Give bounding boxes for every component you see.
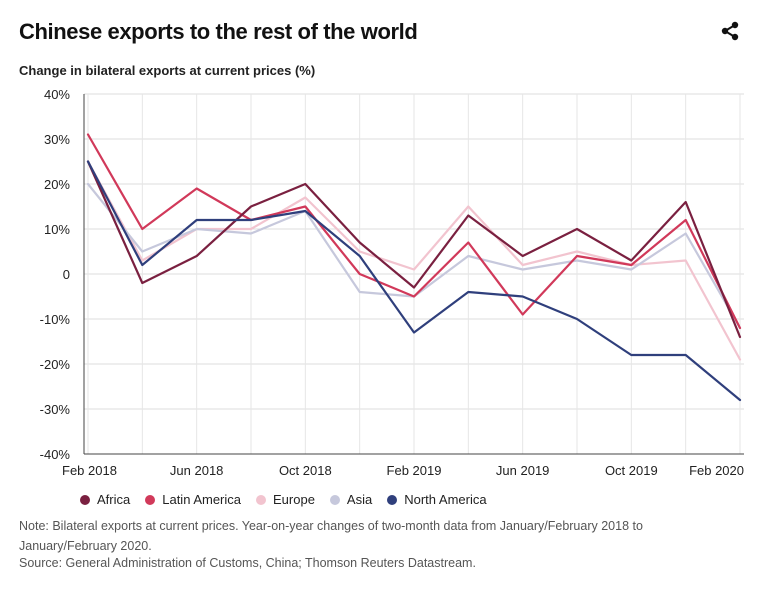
share-icon-graphic: [721, 21, 739, 41]
y-tick-label: -30%: [40, 402, 71, 417]
x-tick-label: Feb 2018: [62, 463, 117, 478]
legend-item-asia: Asia: [329, 492, 373, 507]
legend-item-latin-america: Latin America: [145, 492, 241, 507]
series-line-latin-america: [86, 133, 742, 330]
series-line-africa: [86, 160, 742, 339]
y-tick-label: 0: [63, 267, 70, 282]
x-tick-label: Jun 2018: [170, 463, 224, 478]
x-tick-label: Feb 2019: [387, 463, 442, 478]
legend-label-latin-america: Latin America: [162, 492, 241, 507]
legend-swatch-asia: [329, 494, 340, 505]
chart-source: Source: General Administration of Custom…: [19, 556, 476, 570]
legend-swatch-europe: [256, 494, 266, 505]
x-tick-label: Jun 2019: [496, 463, 550, 478]
series-line-north-america: [86, 160, 742, 402]
share-icon[interactable]: [718, 20, 742, 42]
chart-legend: Africa Latin America Europe Asia North Ameri…: [80, 492, 502, 507]
chart-note: Note: Bilateral exports at current price…: [19, 519, 643, 553]
legend-item-north-america: North America: [387, 492, 487, 507]
legend-label-north-america: North America: [404, 492, 487, 507]
legend-swatch-latin-america: [145, 494, 156, 505]
legend-swatch-africa: [80, 494, 90, 505]
y-axis-label: Change in bilateral exports at current p…: [19, 63, 316, 78]
chart-title: Chinese exports to the rest of the world: [19, 19, 418, 44]
y-tick-label: -20%: [40, 357, 71, 372]
legend-label-africa: Africa: [97, 492, 131, 507]
y-tick-label: 10%: [44, 222, 70, 237]
legend-item-africa: Africa: [80, 492, 130, 507]
legend-label-asia: Asia: [346, 492, 373, 507]
x-tick-label: Oct 2019: [605, 463, 658, 478]
x-tick-label: Feb 2020: [689, 463, 744, 478]
legend-item-europe: Europe: [256, 492, 315, 507]
y-tick-label: 30%: [44, 132, 70, 147]
y-tick-label: 20%: [44, 177, 70, 192]
y-tick-label: -10%: [40, 312, 71, 327]
x-tick-label: Oct 2018: [279, 463, 332, 478]
legend-swatch-north-america: [387, 494, 398, 505]
y-tick-label: -40%: [40, 447, 71, 462]
legend-label-europe: Europe: [273, 492, 315, 507]
y-tick-label: 40%: [44, 87, 70, 102]
